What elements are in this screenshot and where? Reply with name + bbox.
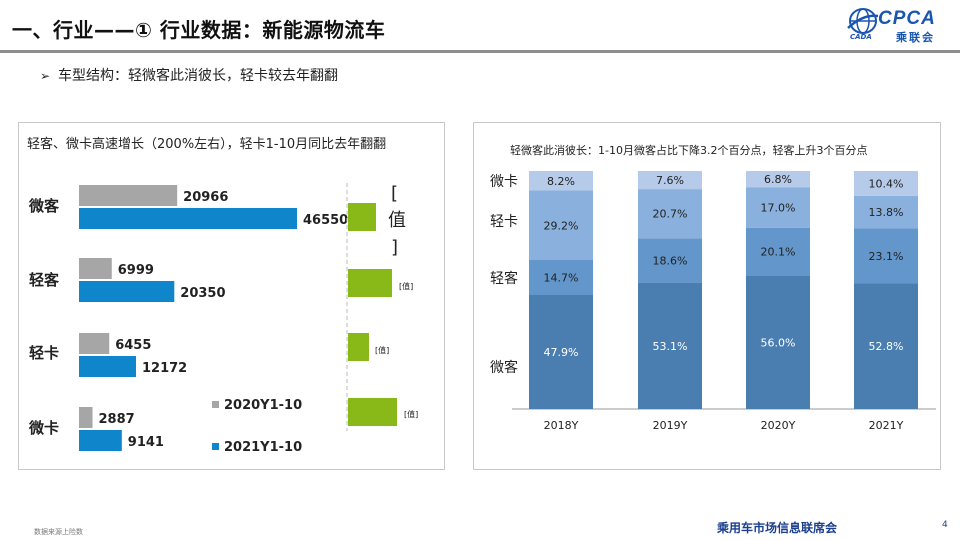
bar-value-label: 6455 [115, 338, 151, 353]
stack-segment [638, 189, 702, 239]
growth-data-label: [ [391, 183, 398, 204]
left-chart-panel: 轻客、微卡高速增长（200%左右），轻卡1-10月同比去年翻翻 微客 20966 4… [18, 122, 445, 470]
x-tick-label: 2019Y [653, 419, 688, 432]
category-label: 微客 [28, 197, 60, 215]
bar-value-label: 20350 [180, 286, 225, 301]
title-divider [0, 50, 960, 53]
footer-organization: 乘用车市场信息联席会 [717, 521, 838, 535]
segment-value-label: 13.8% [869, 206, 904, 219]
cpca-logo: CPCA 乘联会 CADA [846, 6, 952, 46]
bar-2021 [79, 208, 297, 229]
stack-segment [746, 227, 810, 276]
growth-data-label: [值] [404, 409, 418, 419]
bar-2020 [79, 407, 93, 428]
segment-value-label: 23.1% [869, 250, 904, 263]
bar-2021 [79, 281, 175, 302]
bar-value-label: 2887 [99, 412, 135, 427]
x-tick-label: 2020Y [761, 419, 796, 432]
page-title: 一、行业——① 行业数据：新能源物流车 [12, 18, 386, 42]
series-label: 轻客 [490, 270, 518, 287]
series-label: 微卡 [490, 174, 518, 190]
stack-segment [638, 282, 702, 409]
x-tick-label: 2018Y [544, 419, 579, 432]
volume-bar-chart: 微客 20966 46550 轻客 6999 20350 轻卡 6455 12172 微卡 2887… [28, 183, 418, 455]
growth-bar [348, 203, 376, 231]
bar-2021 [79, 430, 122, 451]
right-chart-title: 轻微客此消彼长：1-10月微客占比下降3.2个百分点，轻客上升3个百分点 [510, 144, 868, 157]
growth-bar [348, 398, 397, 426]
growth-bar [348, 269, 392, 297]
stack-segment [638, 171, 702, 190]
stack-segment [746, 275, 810, 409]
segment-value-label: 7.6% [656, 174, 684, 187]
bar-value-label: 6999 [118, 263, 154, 278]
segment-value-label: 52.8% [869, 340, 904, 353]
globe-icon [847, 8, 879, 34]
category-label: 轻客 [29, 271, 60, 289]
legend-swatch [212, 401, 219, 408]
bar-value-label: 12172 [142, 361, 187, 376]
category-label: 轻卡 [29, 344, 59, 362]
stack-segment [529, 260, 593, 295]
right-chart-panel: 轻微客此消彼长：1-10月微客占比下降3.2个百分点，轻客上升3个百分点 47.… [473, 122, 941, 470]
segment-value-label: 56.0% [761, 336, 796, 349]
segment-value-label: 18.6% [653, 254, 688, 267]
segment-value-label: 47.9% [544, 346, 579, 359]
bar-2020 [79, 333, 110, 354]
summary-text: 车型结构：轻微客此消彼长，轻卡较去年翻翻 [58, 68, 338, 84]
logo-subtitle: 乘联会 [896, 31, 935, 44]
bar-value-label: 9141 [128, 435, 164, 450]
growth-data-label: [值] [375, 345, 389, 355]
stack-segment [854, 228, 918, 284]
segment-value-label: 20.7% [653, 208, 688, 221]
bar-2021 [79, 356, 137, 377]
segment-value-label: 14.7% [544, 272, 579, 285]
stack-segment [638, 238, 702, 283]
stack-segment [854, 195, 918, 229]
x-tick-label: 2021Y [869, 419, 904, 432]
legend-label: 2021Y1-10 [224, 440, 302, 455]
segment-value-label: 10.4% [869, 177, 904, 190]
bar-2020 [79, 185, 178, 206]
logo-text: CPCA [878, 8, 936, 29]
summary-bullet: ➢ 车型结构：轻微客此消彼长，轻卡较去年翻翻 [40, 65, 338, 85]
growth-data-label: 值 [388, 210, 406, 231]
segment-value-label: 29.2% [544, 219, 579, 232]
growth-bar [348, 333, 369, 361]
series-label: 轻卡 [490, 214, 518, 230]
logo-small-text: CADA [850, 33, 872, 41]
bar-2020 [79, 258, 112, 279]
growth-data-label: ] [391, 237, 398, 258]
stack-segment [529, 190, 593, 261]
stack-segment [529, 294, 593, 409]
stack-segment [746, 187, 810, 228]
stack-segment [854, 171, 918, 196]
segment-value-label: 8.2% [547, 175, 575, 188]
page-number: 4 [942, 520, 948, 530]
legend-swatch [212, 443, 219, 450]
arrow-right-icon: ➢ [40, 69, 51, 83]
data-source-note: 数据来源上险数 [34, 528, 83, 536]
bar-value-label: 20966 [183, 190, 228, 205]
bar-value-label: 46550 [303, 213, 348, 228]
stack-segment [746, 171, 810, 188]
legend-label: 2020Y1-10 [224, 398, 302, 413]
share-stacked-chart: 47.9% 14.7% 29.2% 8.2% 2018Y 53.1% 18.6% 20.7% 7… [490, 171, 936, 432]
series-label: 微客 [490, 359, 518, 376]
segment-value-label: 6.8% [764, 173, 792, 186]
left-chart-title: 轻客、微卡高速增长（200%左右），轻卡1-10月同比去年翻翻 [27, 137, 387, 152]
stack-segment [529, 171, 593, 191]
segment-value-label: 53.1% [653, 340, 688, 353]
category-label: 微卡 [28, 419, 59, 437]
segment-value-label: 17.0% [761, 201, 796, 214]
growth-data-label: [值] [399, 281, 413, 291]
segment-value-label: 20.1% [761, 246, 796, 259]
stack-segment [854, 283, 918, 409]
